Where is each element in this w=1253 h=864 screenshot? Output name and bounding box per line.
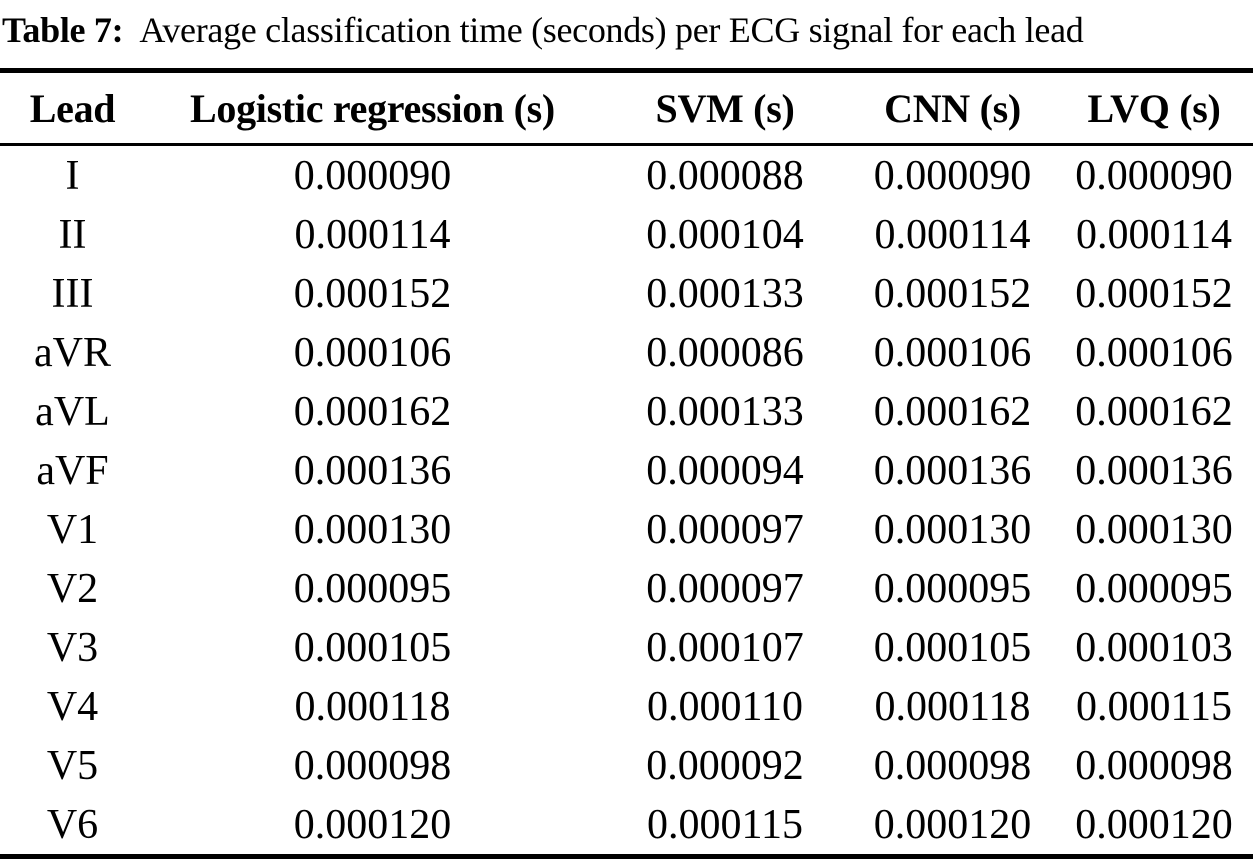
cell-value: 0.000097 xyxy=(646,565,804,612)
column-header-lead: Lead xyxy=(0,70,145,146)
table-row: V3 0.000105 0.000107 0.000105 0.000103 xyxy=(0,618,1253,677)
cell-value: 0.000106 xyxy=(873,329,1032,376)
cell-lead: V3 xyxy=(46,624,99,671)
column-header-logistic-regression: Logistic regression (s) xyxy=(145,70,600,146)
classification-time-table: Lead Logistic regression (s) SVM (s) CNN… xyxy=(0,68,1253,859)
cell-value: 0.000092 xyxy=(646,742,804,789)
cell-value: 0.000106 xyxy=(293,329,452,376)
table-caption-label: Table 7: xyxy=(2,10,124,50)
table-caption-text: Average classification time (seconds) pe… xyxy=(139,10,1084,50)
cell-value: 0.000118 xyxy=(874,683,1031,730)
cell-value: 0.000133 xyxy=(646,270,804,317)
table-row: II 0.000114 0.000104 0.000114 0.000114 xyxy=(0,205,1253,264)
table-row: aVL 0.000162 0.000133 0.000162 0.000162 xyxy=(0,382,1253,441)
cell-value: 0.000118 xyxy=(294,683,451,730)
table-row: V4 0.000118 0.000110 0.000118 0.000115 xyxy=(0,677,1253,736)
cell-value: 0.000110 xyxy=(647,683,803,730)
cell-value: 0.000090 xyxy=(873,152,1032,199)
table-row: V2 0.000095 0.000097 0.000095 0.000095 xyxy=(0,559,1253,618)
table-row: I 0.000090 0.000088 0.000090 0.000090 xyxy=(0,145,1253,206)
cell-value: 0.000136 xyxy=(873,447,1032,494)
cell-lead: V1 xyxy=(46,506,99,553)
cell-value: 0.000152 xyxy=(293,270,452,317)
cell-value: 0.000136 xyxy=(1075,447,1233,494)
cell-value: 0.000114 xyxy=(1076,211,1232,258)
cell-lead: I xyxy=(65,152,80,199)
cell-value: 0.000095 xyxy=(1075,565,1233,612)
cell-value: 0.000115 xyxy=(647,801,803,848)
cell-value: 0.000162 xyxy=(293,388,452,435)
cell-lead: V6 xyxy=(46,801,99,848)
table-row: III 0.000152 0.000133 0.000152 0.000152 xyxy=(0,264,1253,323)
cell-value: 0.000090 xyxy=(1075,152,1233,199)
cell-lead: V4 xyxy=(46,683,99,730)
cell-value: 0.000115 xyxy=(1076,683,1232,730)
cell-value: 0.000130 xyxy=(293,506,452,553)
cell-lead: aVF xyxy=(36,447,109,494)
cell-value: 0.000152 xyxy=(873,270,1032,317)
cell-value: 0.000133 xyxy=(646,388,804,435)
cell-lead: V5 xyxy=(46,742,99,789)
cell-value: 0.000098 xyxy=(873,742,1032,789)
cell-value: 0.000097 xyxy=(646,506,804,553)
cell-value: 0.000088 xyxy=(646,152,804,199)
cell-lead: aVL xyxy=(35,388,110,435)
cell-value: 0.000086 xyxy=(646,329,804,376)
cell-value: 0.000095 xyxy=(293,565,452,612)
cell-value: 0.000104 xyxy=(646,211,804,258)
table-row: V6 0.000120 0.000115 0.000120 0.000120 xyxy=(0,795,1253,857)
cell-lead: II xyxy=(58,211,87,258)
cell-value: 0.000162 xyxy=(873,388,1032,435)
cell-value: 0.000162 xyxy=(1075,388,1233,435)
column-header-lvq: LVQ (s) xyxy=(1055,70,1253,146)
cell-value: 0.000136 xyxy=(293,447,452,494)
cell-lead: V2 xyxy=(46,565,99,612)
cell-value: 0.000130 xyxy=(1075,506,1233,553)
table-header-row: Lead Logistic regression (s) SVM (s) CNN… xyxy=(0,70,1253,146)
table-row: aVR 0.000106 0.000086 0.000106 0.000106 xyxy=(0,323,1253,382)
table-row: aVF 0.000136 0.000094 0.000136 0.000136 xyxy=(0,441,1253,500)
cell-value: 0.000152 xyxy=(1075,270,1233,317)
cell-value: 0.000098 xyxy=(1075,742,1233,789)
cell-lead: III xyxy=(51,270,94,317)
table-row: V5 0.000098 0.000092 0.000098 0.000098 xyxy=(0,736,1253,795)
cell-value: 0.000114 xyxy=(294,211,451,258)
cell-value: 0.000098 xyxy=(293,742,452,789)
column-header-cnn: CNN (s) xyxy=(850,70,1055,146)
column-header-svm: SVM (s) xyxy=(600,70,850,146)
cell-value: 0.000114 xyxy=(874,211,1031,258)
table-body: I 0.000090 0.000088 0.000090 0.000090 II 0.000… xyxy=(0,145,1253,857)
table-header: Lead Logistic regression (s) SVM (s) CNN… xyxy=(0,70,1253,146)
cell-value: 0.000106 xyxy=(1075,329,1233,376)
table-row: V1 0.000130 0.000097 0.000130 0.000130 xyxy=(0,500,1253,559)
cell-value: 0.000095 xyxy=(873,565,1032,612)
cell-value: 0.000090 xyxy=(293,152,452,199)
table-caption: Table 7: Average classification time (sec… xyxy=(2,8,1253,52)
cell-value: 0.000120 xyxy=(873,801,1032,848)
cell-lead: aVR xyxy=(34,329,111,376)
cell-value: 0.000105 xyxy=(293,624,452,671)
cell-value: 0.000107 xyxy=(646,624,804,671)
cell-value: 0.000120 xyxy=(293,801,452,848)
cell-value: 0.000105 xyxy=(873,624,1032,671)
cell-value: 0.000130 xyxy=(873,506,1032,553)
cell-value: 0.000103 xyxy=(1075,624,1233,671)
cell-value: 0.000094 xyxy=(646,447,804,494)
cell-value: 0.000120 xyxy=(1075,801,1233,848)
